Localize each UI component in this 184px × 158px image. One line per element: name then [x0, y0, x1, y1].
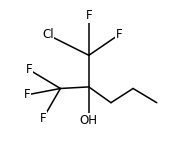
Text: F: F	[116, 28, 122, 41]
Text: F: F	[40, 112, 46, 125]
Text: F: F	[24, 88, 31, 101]
Text: F: F	[86, 9, 92, 22]
Text: F: F	[26, 63, 32, 76]
Text: Cl: Cl	[42, 28, 54, 41]
Text: OH: OH	[80, 114, 98, 127]
